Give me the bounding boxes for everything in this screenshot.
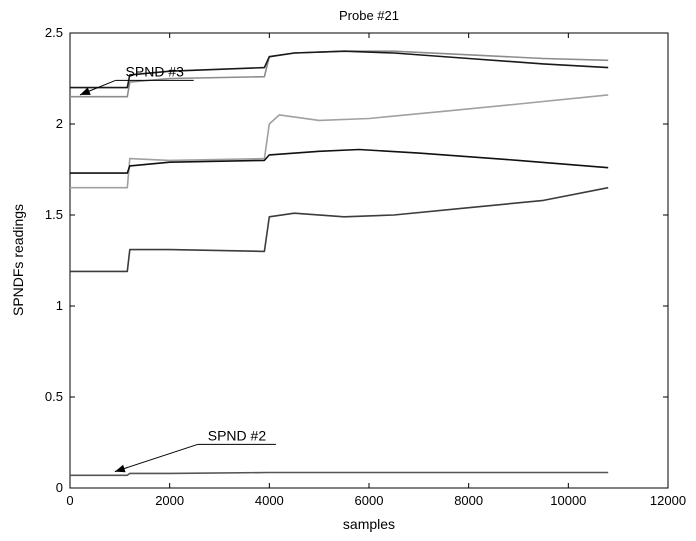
plot-frame: [69, 32, 669, 489]
annotation-label: SPND #2: [208, 427, 267, 443]
annotation-label: SPND #3: [126, 63, 185, 79]
series-line-3: [70, 94, 609, 189]
x-tick-label: 10000: [550, 493, 586, 508]
series-line-5: [70, 186, 609, 273]
chart-title: Probe #21: [339, 8, 399, 23]
y-axis-label: SPNDFs readings: [10, 204, 26, 316]
annotation-leader: [114, 443, 199, 473]
x-tick-label: 4000: [255, 493, 284, 508]
series-line-2: [70, 50, 609, 89]
y-tick-label: 1: [56, 298, 63, 313]
x-axis-label: samples: [343, 516, 395, 532]
y-tick-label: 0.5: [45, 389, 63, 404]
y-tick-label: 2: [56, 116, 63, 131]
series-line-6: [70, 471, 609, 477]
annotation-arrowhead: [114, 464, 126, 473]
x-tick-label: 12000: [650, 493, 686, 508]
x-tick-label: 8000: [454, 493, 483, 508]
x-tick-label: 0: [66, 493, 73, 508]
plot-area: 0 2000 4000 6000 8000 10000 12000 0 0.5 1 1.5 2 2.5 S…: [45, 25, 686, 508]
y-tick-label: 2.5: [45, 25, 63, 40]
x-tick-label: 6000: [355, 493, 384, 508]
annotation-arrowhead: [79, 87, 91, 95]
y-tick-label: 0: [56, 480, 63, 495]
series-line-4: [70, 148, 609, 174]
x-tick-label: 2000: [155, 493, 184, 508]
y-tick-label: 1.5: [45, 207, 63, 222]
